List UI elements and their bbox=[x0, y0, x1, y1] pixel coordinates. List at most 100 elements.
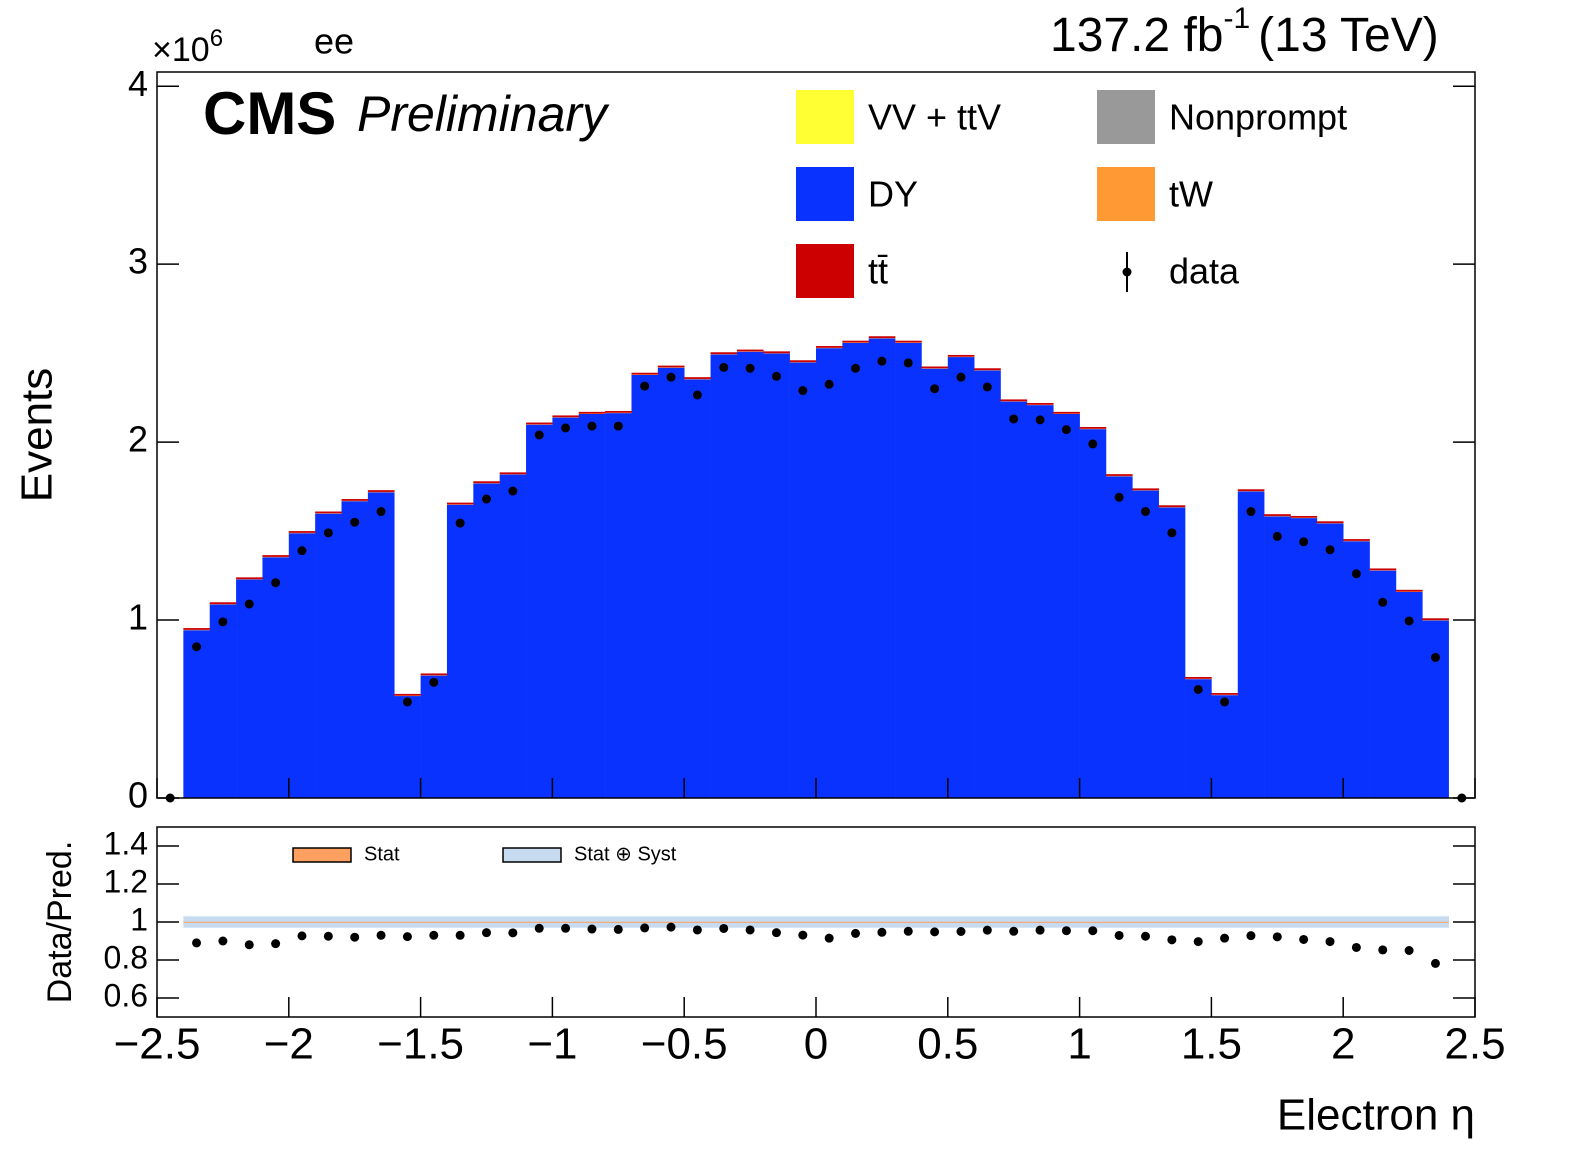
ratio-point bbox=[692, 925, 702, 935]
data-point bbox=[297, 546, 307, 556]
stack-bar bbox=[526, 422, 553, 425]
uncertainty-band bbox=[209, 921, 237, 923]
stack-bar bbox=[1185, 677, 1212, 679]
ratio-y-tick-label: 0.6 bbox=[104, 977, 148, 1013]
x-tick-label: −2.5 bbox=[114, 1020, 201, 1069]
data-point bbox=[640, 381, 650, 391]
x-tick-label: −2 bbox=[264, 1020, 314, 1069]
data-point bbox=[534, 430, 544, 440]
stack-bar bbox=[736, 349, 764, 352]
data-point bbox=[1088, 439, 1098, 449]
data-point bbox=[719, 362, 729, 372]
status: Preliminary bbox=[357, 86, 610, 142]
uncertainty-band bbox=[1369, 921, 1397, 923]
data-point bbox=[877, 356, 887, 366]
stack-bar bbox=[499, 474, 527, 798]
stack-bar bbox=[315, 511, 342, 514]
data-point bbox=[218, 617, 228, 627]
ratio-point bbox=[297, 931, 307, 941]
stack-bar bbox=[684, 379, 711, 798]
stack-bar bbox=[1369, 570, 1397, 798]
data-point bbox=[930, 384, 940, 394]
legend-label: data bbox=[1169, 251, 1240, 292]
y-tick-label: 4 bbox=[128, 63, 148, 104]
data-point bbox=[350, 517, 360, 527]
data-point bbox=[376, 507, 386, 517]
stack-bar bbox=[1395, 589, 1423, 592]
uncertainty-band bbox=[1132, 921, 1159, 923]
legend-swatch bbox=[1097, 90, 1155, 144]
uncertainty-band bbox=[816, 921, 843, 923]
data-point bbox=[429, 677, 439, 687]
uncertainty-band bbox=[183, 921, 211, 923]
stack-bar bbox=[473, 481, 500, 484]
plot-layer bbox=[165, 336, 1467, 968]
stack-bar bbox=[315, 513, 342, 798]
stack-bar bbox=[1343, 539, 1370, 541]
data-point bbox=[745, 363, 755, 373]
data-point bbox=[561, 423, 571, 433]
ratio-point bbox=[1061, 926, 1071, 936]
ratio-point bbox=[402, 932, 412, 942]
stack-bar bbox=[605, 413, 632, 798]
stack-bar bbox=[1105, 476, 1133, 798]
x-tick-label: −0.5 bbox=[641, 1020, 728, 1069]
uncertainty-band bbox=[473, 921, 500, 923]
ratio-point bbox=[1299, 934, 1309, 944]
data-point bbox=[1404, 616, 1414, 626]
ratio-point bbox=[350, 932, 360, 942]
stack-bar bbox=[684, 377, 711, 379]
data-point bbox=[1378, 597, 1388, 607]
stack-bar bbox=[710, 352, 738, 355]
ratio-point bbox=[534, 923, 544, 933]
data-point bbox=[455, 518, 465, 528]
uncertainty-band bbox=[868, 921, 896, 923]
stack-bar bbox=[1395, 591, 1423, 798]
ratio-y-tick-label: 1 bbox=[130, 901, 148, 937]
experiment: CMS bbox=[203, 80, 336, 147]
uncertainty-band bbox=[367, 921, 395, 923]
uncertainty-band bbox=[526, 921, 553, 923]
data-point bbox=[771, 371, 781, 381]
ratio-point bbox=[903, 926, 913, 936]
ratio-point bbox=[271, 939, 281, 949]
stack-bar bbox=[868, 336, 896, 339]
ratio-point bbox=[640, 923, 650, 933]
uncertainty-band bbox=[1158, 921, 1186, 923]
uncertainty-band bbox=[446, 921, 474, 923]
stack-bar bbox=[1211, 693, 1239, 695]
data-point bbox=[192, 642, 202, 652]
ratio-point bbox=[1088, 926, 1098, 936]
stack-bar bbox=[974, 370, 1001, 798]
y-axis-title: Events bbox=[13, 368, 62, 503]
stack-bar bbox=[526, 424, 553, 798]
x-tick-label: −1.5 bbox=[377, 1020, 464, 1069]
ratio-point bbox=[192, 938, 202, 948]
uncertainty-band bbox=[1395, 921, 1423, 923]
data-point bbox=[692, 390, 702, 400]
ratio-point bbox=[1220, 933, 1230, 943]
ratio-point bbox=[982, 925, 992, 935]
stack-bar bbox=[657, 365, 685, 368]
data-point bbox=[482, 494, 491, 504]
stack-bar bbox=[1000, 399, 1028, 402]
stack-bar bbox=[341, 499, 369, 501]
legend-label: tW bbox=[1169, 174, 1213, 215]
stack-bar bbox=[367, 490, 395, 492]
ratio-point bbox=[771, 928, 781, 938]
ratio-point bbox=[218, 936, 228, 946]
stack-bar bbox=[578, 411, 606, 414]
stack-bar bbox=[288, 533, 316, 798]
y-scale-label: ×10 bbox=[152, 31, 210, 69]
ratio-y-tick-label: 1.2 bbox=[104, 863, 148, 899]
uncertainty-band bbox=[578, 921, 606, 923]
legend-label: DY bbox=[868, 174, 918, 215]
uncertainty-band bbox=[1000, 921, 1028, 923]
data-point bbox=[1325, 545, 1335, 555]
stack-bar bbox=[236, 577, 263, 580]
legend-marker bbox=[1122, 267, 1132, 277]
data-point bbox=[824, 379, 834, 389]
uncertainty-band bbox=[1026, 921, 1054, 923]
stack-bar bbox=[183, 628, 211, 630]
ratio-point bbox=[1272, 932, 1282, 942]
